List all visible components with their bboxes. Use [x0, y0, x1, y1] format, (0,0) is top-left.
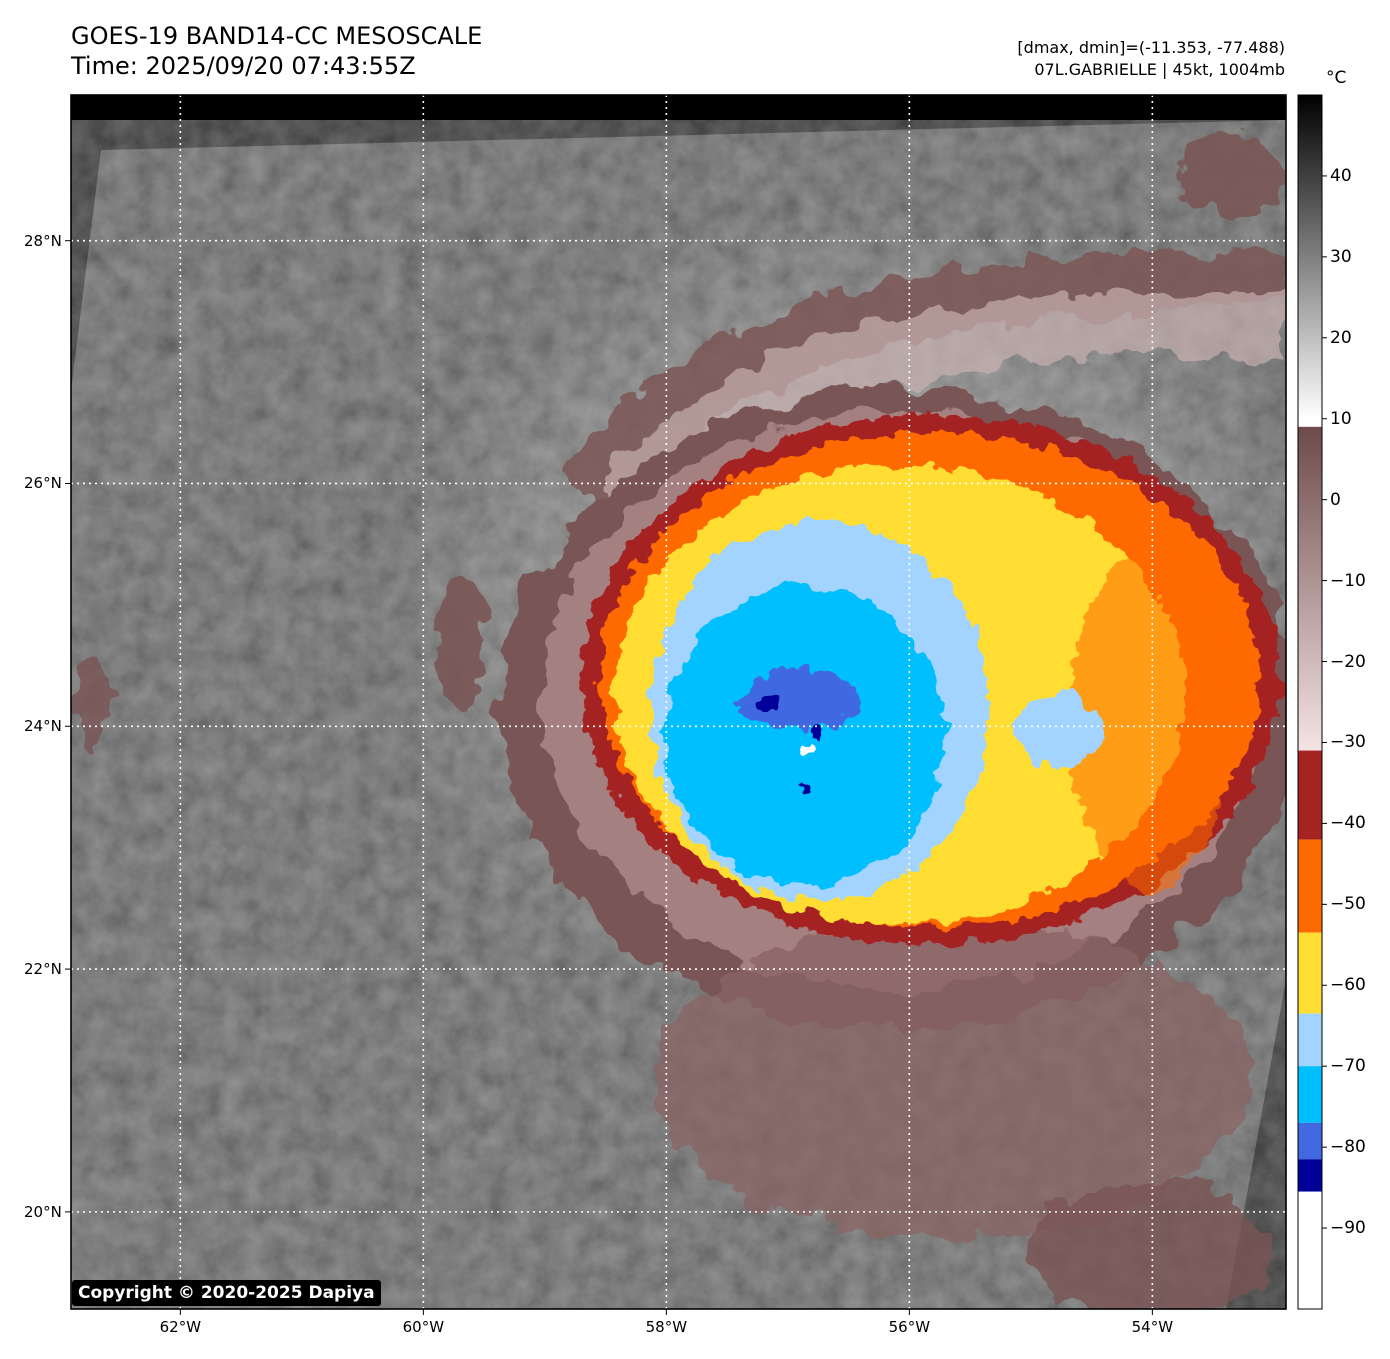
- colorbar-tick-label: −10: [1330, 570, 1366, 591]
- colorbar-tick-label: 20: [1330, 327, 1352, 348]
- colorbar-segment: [1298, 839, 1322, 933]
- colorbar-segment: [1298, 1159, 1322, 1192]
- colorbar-frame: [1297, 94, 1323, 1310]
- colorbar-tick-label: −80: [1330, 1137, 1366, 1158]
- longitude-label: 54°W: [1131, 1318, 1174, 1336]
- colorbar-tick-label: 40: [1330, 165, 1352, 186]
- data-range-text: [dmax, dmin]=(-11.353, -77.488): [1017, 38, 1285, 57]
- latitude-label: 28°N: [24, 231, 62, 250]
- map-time: Time: 2025/09/20 07:43:55Z: [71, 52, 416, 80]
- imagery: [71, 95, 1286, 1309]
- colorbar-segment: [1298, 750, 1322, 840]
- colorbar-tick-label: −20: [1330, 651, 1366, 672]
- latitude-label: 22°N: [24, 960, 62, 979]
- copyright-badge: Copyright © 2020-2025 Dapiya: [72, 1280, 381, 1306]
- colorbar-tick-label: 0: [1330, 489, 1341, 510]
- longitude-label: 62°W: [159, 1318, 202, 1336]
- colorbar-tick-label: −90: [1330, 1218, 1366, 1239]
- colorbar-segment: [1298, 95, 1322, 419]
- colorbar-segment: [1298, 1191, 1322, 1309]
- colorbar-segment: [1298, 932, 1322, 1014]
- longitude-label: 60°W: [402, 1318, 445, 1336]
- colorbar-tick-label: −50: [1330, 894, 1366, 915]
- map-title: GOES-19 BAND14-CC MESOSCALE: [71, 22, 483, 50]
- colorbar-segment: [1298, 426, 1322, 751]
- colorbar-tick-label: 10: [1330, 408, 1352, 429]
- latitude-label: 24°N: [24, 717, 62, 736]
- colorbar-ticks: [1322, 175, 1327, 1229]
- colorbar: [1298, 95, 1322, 1309]
- map-frame: [70, 94, 1287, 1310]
- longitude-label: 58°W: [645, 1318, 688, 1336]
- colorbar-segment: [1298, 1013, 1322, 1067]
- colorbar-tick-label: −70: [1330, 1056, 1366, 1077]
- colorbar-tick-label: −40: [1330, 813, 1366, 834]
- colorbar-tick-label: 30: [1330, 246, 1352, 267]
- graticule: [71, 95, 1286, 1309]
- latitude-label: 20°N: [24, 1202, 62, 1221]
- longitude-label: 56°W: [888, 1318, 931, 1336]
- colorbar-segment: [1298, 1122, 1322, 1160]
- colorbar-tick-label: −60: [1330, 975, 1366, 996]
- colorbar-segment: [1298, 1066, 1322, 1123]
- axis-ticks: [65, 240, 1153, 1315]
- storm-info-text: 07L.GABRIELLE | 45kt, 1004mb: [1034, 60, 1285, 79]
- colorbar-tick-label: −30: [1330, 732, 1366, 753]
- colorbar-unit: °C: [1326, 68, 1347, 88]
- latitude-label: 26°N: [24, 474, 62, 493]
